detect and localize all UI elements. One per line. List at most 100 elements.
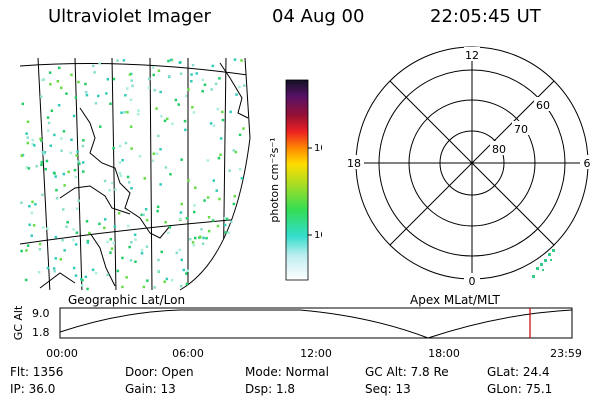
emission-speckle <box>223 216 227 220</box>
emission-speckle <box>203 199 206 202</box>
emission-speckle <box>202 236 205 240</box>
emission-speckle <box>127 224 130 228</box>
emission-speckle <box>146 279 149 282</box>
emission-speckle <box>43 151 47 154</box>
dsp-value: Dsp: 1.8 <box>245 382 296 396</box>
emission-speckle <box>62 130 66 133</box>
emission-speckle <box>192 111 196 114</box>
emission-speckle <box>194 186 197 189</box>
emission-speckle <box>159 148 162 151</box>
emission-speckle <box>94 271 98 275</box>
flight-number: Flt: 1356 <box>10 365 64 379</box>
emission-speckle <box>201 90 204 93</box>
emission-speckle <box>168 75 171 78</box>
emission-speckle <box>62 172 66 176</box>
emission-speckle <box>130 187 133 190</box>
emission-speckle <box>77 160 80 163</box>
emission-speckle <box>121 256 124 260</box>
emission-speckle <box>238 85 241 89</box>
emission-speckle <box>65 92 68 95</box>
emission-speckle <box>26 141 30 145</box>
emission-speckle <box>215 189 218 192</box>
emission-speckle <box>152 73 155 77</box>
emission-speckle <box>84 82 87 86</box>
geo-latitude: GLat: 24.4 <box>487 365 550 379</box>
emission-speckle <box>112 77 116 81</box>
emission-speckle <box>77 199 80 202</box>
emission-speckle <box>105 92 108 95</box>
sequence-value: Seq: 13 <box>365 382 411 396</box>
emission-speckle <box>49 83 52 86</box>
emission-speckle <box>129 259 133 262</box>
emission-speckle <box>45 159 49 163</box>
emission-speckle <box>201 78 204 82</box>
emission-speckle <box>103 179 107 183</box>
emission-speckle <box>152 152 156 155</box>
altitude-xtick-2: 12:00 <box>300 347 332 360</box>
emission-speckle <box>227 231 230 234</box>
emission-speckle <box>41 193 44 197</box>
emission-speckle <box>26 244 30 247</box>
emission-speckle <box>168 226 172 229</box>
altitude-ylabel: GC Alt <box>12 305 25 340</box>
emission-speckle <box>184 128 187 132</box>
ip-value: IP: 36.0 <box>10 382 56 396</box>
emission-speckle <box>103 226 106 230</box>
emission-speckle <box>104 218 107 221</box>
emission-speckle <box>81 284 84 287</box>
emission-speckle <box>20 154 23 157</box>
emission-speckle <box>46 227 49 230</box>
emission-speckle <box>40 95 43 98</box>
emission-speckle <box>165 277 169 281</box>
emission-speckle <box>72 228 75 231</box>
emission-speckle <box>156 205 160 209</box>
emission-speckle <box>118 172 122 175</box>
emission-speckle <box>157 69 161 72</box>
emission-speckle <box>126 175 130 179</box>
emission-speckle <box>225 217 229 221</box>
emission-speckle <box>191 241 195 244</box>
emission-speckle <box>179 211 183 214</box>
emission-speckle <box>28 205 31 208</box>
altitude-xtick-3: 18:00 <box>428 347 460 360</box>
mlt-label-6: 6 <box>584 157 591 170</box>
mlt-label-12: 12 <box>465 49 479 62</box>
colorbar: 100 10 photon cm⁻²s⁻¹ <box>268 79 322 281</box>
emission-speckle <box>151 66 155 69</box>
emission-speckle <box>138 155 142 158</box>
emission-speckle <box>191 106 194 109</box>
emission-speckle <box>82 139 85 142</box>
emission-speckle <box>232 149 236 152</box>
emission-speckle <box>175 251 179 255</box>
altitude-ytick-top: 9.0 <box>32 307 50 320</box>
emission-speckle <box>142 213 145 217</box>
emission-speckle <box>78 162 81 166</box>
emission-speckle <box>75 231 79 234</box>
mlat-label-60: 60 <box>536 99 550 112</box>
emission-speckle <box>30 234 33 237</box>
emission-speckle <box>153 89 156 92</box>
emission-speckle <box>216 107 220 111</box>
emission-speckle <box>72 114 76 118</box>
emission-speckle <box>33 144 36 147</box>
emission-speckle <box>60 86 63 90</box>
emission-speckle <box>44 167 47 171</box>
emission-speckle <box>54 235 58 239</box>
emission-speckle <box>40 139 43 142</box>
emission-speckle <box>159 183 162 186</box>
emission-speckle <box>53 133 56 137</box>
emission-speckle <box>169 58 173 62</box>
emission-speckle <box>199 235 202 239</box>
emission-speckle <box>178 217 182 220</box>
altitude-xtick-4: 23:59 <box>550 347 582 360</box>
emission-speckle <box>30 211 34 215</box>
emission-speckle <box>194 236 197 240</box>
emission-speckle <box>53 172 56 175</box>
emission-speckle <box>211 219 215 222</box>
emission-speckle <box>134 238 137 241</box>
emission-speckle <box>70 73 73 77</box>
emission-speckle <box>69 151 72 155</box>
emission-speckle <box>178 248 182 252</box>
mlt-label-0: 0 <box>469 275 476 288</box>
emission-speckle <box>212 179 215 182</box>
